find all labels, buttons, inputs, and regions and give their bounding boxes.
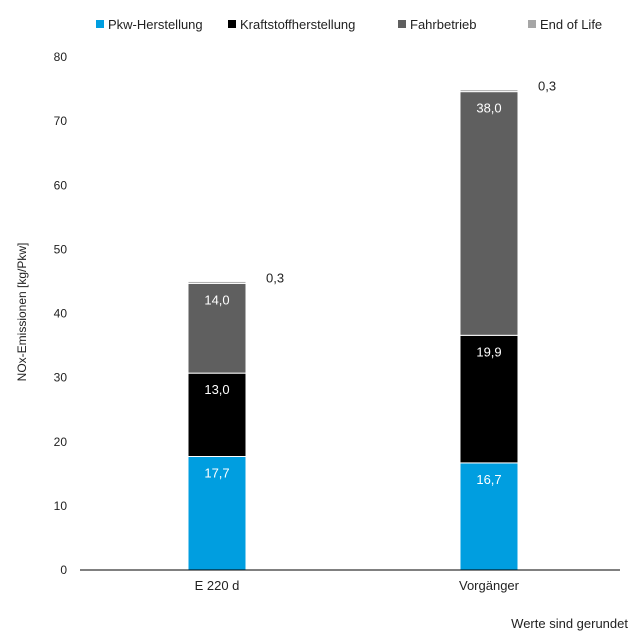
data-label-0-2: 14,0 <box>204 292 229 307</box>
legend-label-1: Kraftstoffherstellung <box>240 17 355 32</box>
x-tick-label-1: Vorgänger <box>459 578 520 593</box>
legend-swatch-0 <box>96 20 104 28</box>
bar-segment-1-1 <box>459 334 519 464</box>
y-tick-label-2: 20 <box>54 435 68 449</box>
y-tick-label-0: 0 <box>60 563 67 577</box>
data-label-0-0: 17,7 <box>204 465 229 480</box>
y-tick-label-7: 70 <box>54 114 68 128</box>
legend-label-2: Fahrbetrieb <box>410 17 476 32</box>
legend-label-3: End of Life <box>540 17 602 32</box>
bar-segment-1-2 <box>459 91 519 336</box>
x-axis: E 220 d Vorgänger <box>195 578 520 593</box>
legend-swatch-1 <box>228 20 236 28</box>
legend-swatch-2 <box>398 20 406 28</box>
y-tick-label-6: 60 <box>54 178 68 192</box>
bar-segment-0-3 <box>187 280 247 284</box>
data-label-1-2: 38,0 <box>476 101 501 116</box>
y-axis: 0 10 20 30 40 50 60 70 80 <box>54 50 68 577</box>
x-tick-label-0: E 220 d <box>195 578 240 593</box>
data-label-1-0: 16,7 <box>476 472 501 487</box>
y-tick-label-3: 30 <box>54 371 68 385</box>
y-tick-label-8: 80 <box>54 50 68 64</box>
y-axis-label: NOx-Emissionen [kg/Pkw] <box>15 243 29 382</box>
y-tick-label-4: 40 <box>54 307 68 321</box>
data-label-1-1: 19,9 <box>476 344 501 359</box>
legend-label-0: Pkw-Herstellung <box>108 17 203 32</box>
bar-segment-1-3 <box>459 89 519 93</box>
bars: 17,7 13,0 14,0 0,3 16,7 19,9 38,0 0,3 <box>187 79 556 571</box>
bar-segment-1-0 <box>459 462 519 571</box>
bar-segment-0-0 <box>187 455 247 571</box>
y-tick-label-1: 10 <box>54 499 68 513</box>
data-label-0-1: 13,0 <box>204 382 229 397</box>
bar-segment-0-1 <box>187 372 247 457</box>
data-label-0-3: 0,3 <box>266 270 284 285</box>
legend-swatch-3 <box>528 20 536 28</box>
data-label-1-3: 0,3 <box>538 79 556 94</box>
y-tick-label-5: 50 <box>54 242 68 256</box>
legend: Pkw-Herstellung Kraftstoffherstellung Fahr… <box>96 17 602 32</box>
footnote: Werte sind gerundet <box>511 616 628 631</box>
